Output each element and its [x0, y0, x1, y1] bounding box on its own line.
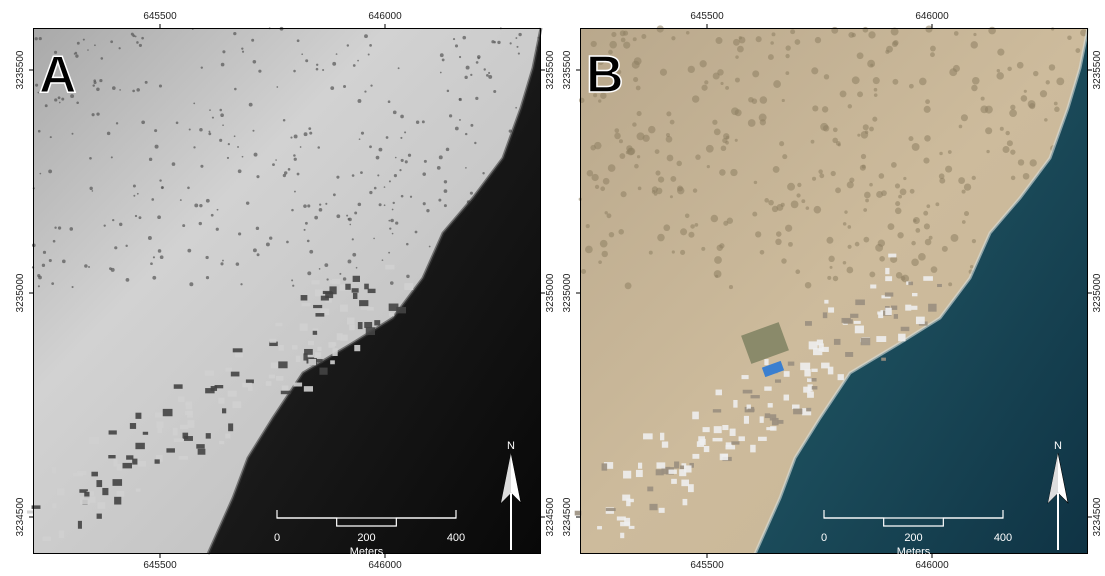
panel-label: A — [39, 46, 77, 104]
x-tick-label: 645500 — [143, 560, 177, 571]
panel-label: B — [586, 46, 624, 104]
scale-label: 400 — [447, 532, 465, 544]
y-tick-label: 3235000 — [562, 273, 573, 312]
y-tick-label: 3235000 — [15, 273, 26, 312]
x-tick-label: 646000 — [915, 11, 949, 22]
scale-label: 200 — [357, 532, 375, 544]
scale-unit: Meters — [897, 546, 931, 558]
y-tick-label: 3234500 — [1092, 497, 1103, 536]
scale-label: 400 — [994, 532, 1012, 544]
north-label: N — [507, 440, 515, 452]
y-tick-label: 3235500 — [15, 50, 26, 89]
y-tick-label: 3234500 — [15, 497, 26, 536]
x-tick-label: 645500 — [690, 560, 724, 571]
x-tick-label: 645500 — [143, 11, 177, 22]
scale-label: 0 — [821, 532, 827, 544]
map-panel: A 645500 646000 645500 646000 3235500 3235000 3… — [15, 11, 556, 571]
y-tick-label: 3235500 — [1092, 50, 1103, 89]
scale-label: 0 — [274, 532, 280, 544]
y-tick-label: 3235500 — [562, 50, 573, 89]
x-tick-label: 646000 — [368, 560, 402, 571]
north-label: N — [1054, 440, 1062, 452]
y-tick-label: 3235000 — [1092, 273, 1103, 312]
x-tick-label: 645500 — [690, 11, 724, 22]
scale-unit: Meters — [350, 546, 384, 558]
y-tick-label: 3235500 — [545, 50, 556, 89]
x-tick-label: 646000 — [915, 560, 949, 571]
y-tick-label: 3234500 — [545, 497, 556, 536]
y-tick-label: 3234500 — [562, 497, 573, 536]
map-panel: B 645500 646000 645500 646000 3235500 3235000 3… — [562, 11, 1103, 571]
figure: A 645500 646000 645500 646000 3235500 3235000 3… — [0, 0, 1105, 576]
x-tick-label: 646000 — [368, 11, 402, 22]
scale-label: 200 — [904, 532, 922, 544]
y-tick-label: 3235000 — [545, 273, 556, 312]
